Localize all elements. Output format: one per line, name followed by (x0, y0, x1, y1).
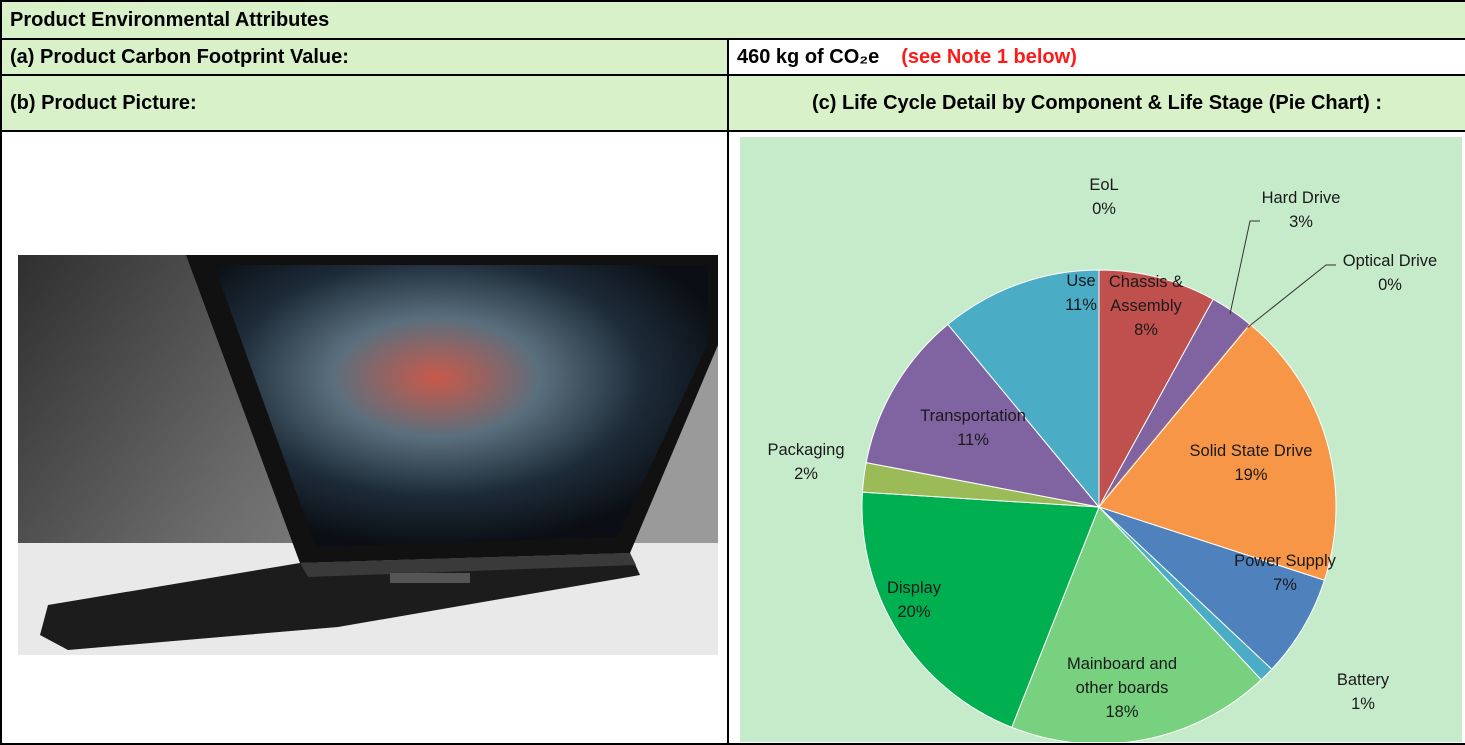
page: {"header": {"title": "Product Environmen… (0, 0, 1465, 745)
product-picture (18, 255, 718, 655)
slice-percent: 3% (1246, 210, 1356, 234)
slice-percent: 20% (874, 600, 954, 624)
leader-line (1230, 221, 1260, 314)
slice-percent: 2% (756, 462, 856, 486)
slice-name: Optical Drive (1325, 249, 1455, 273)
slice-name: Use (1051, 269, 1111, 293)
row-label: (c) Life Cycle Detail by Component & Lif… (728, 75, 1465, 131)
leader-line (1248, 265, 1336, 327)
row-value: 460 kg of CO₂e (see Note 1 below) (728, 39, 1465, 75)
slice-percent: 11% (908, 428, 1038, 452)
slice-name: Hard Drive (1246, 186, 1356, 210)
slice-name: Packaging (756, 438, 856, 462)
slice-percent: 0% (1325, 273, 1455, 297)
row-label: (b) Product Picture: (1, 75, 728, 131)
note-ref: (see Note 1 below) (901, 46, 1077, 68)
slice-name: Solid State Drive (1171, 439, 1331, 463)
slice-percent: 18% (1057, 700, 1187, 724)
slice-name: Chassis & Assembly (1096, 270, 1196, 318)
slice-name: Transportation (908, 404, 1038, 428)
slice-name: Display (874, 576, 954, 600)
footprint-value: 460 kg of CO₂e (737, 46, 879, 68)
slice-percent: 8% (1096, 318, 1196, 342)
slice-name: Power Supply (1225, 549, 1345, 573)
slice-percent: 11% (1051, 293, 1111, 317)
vent (390, 573, 470, 583)
slice-name: Battery (1328, 668, 1398, 692)
slice-name: EoL (1074, 173, 1134, 197)
row-label: (a) Product Carbon Footprint Value: (1, 39, 728, 75)
slice-percent: 0% (1074, 197, 1134, 221)
slice-percent: 19% (1171, 463, 1331, 487)
slice-percent: 7% (1225, 573, 1345, 597)
slice-percent: 1% (1328, 692, 1398, 716)
table-title: Product Environmental Attributes (1, 1, 1465, 39)
slice-name: Mainboard and other boards (1057, 652, 1187, 700)
